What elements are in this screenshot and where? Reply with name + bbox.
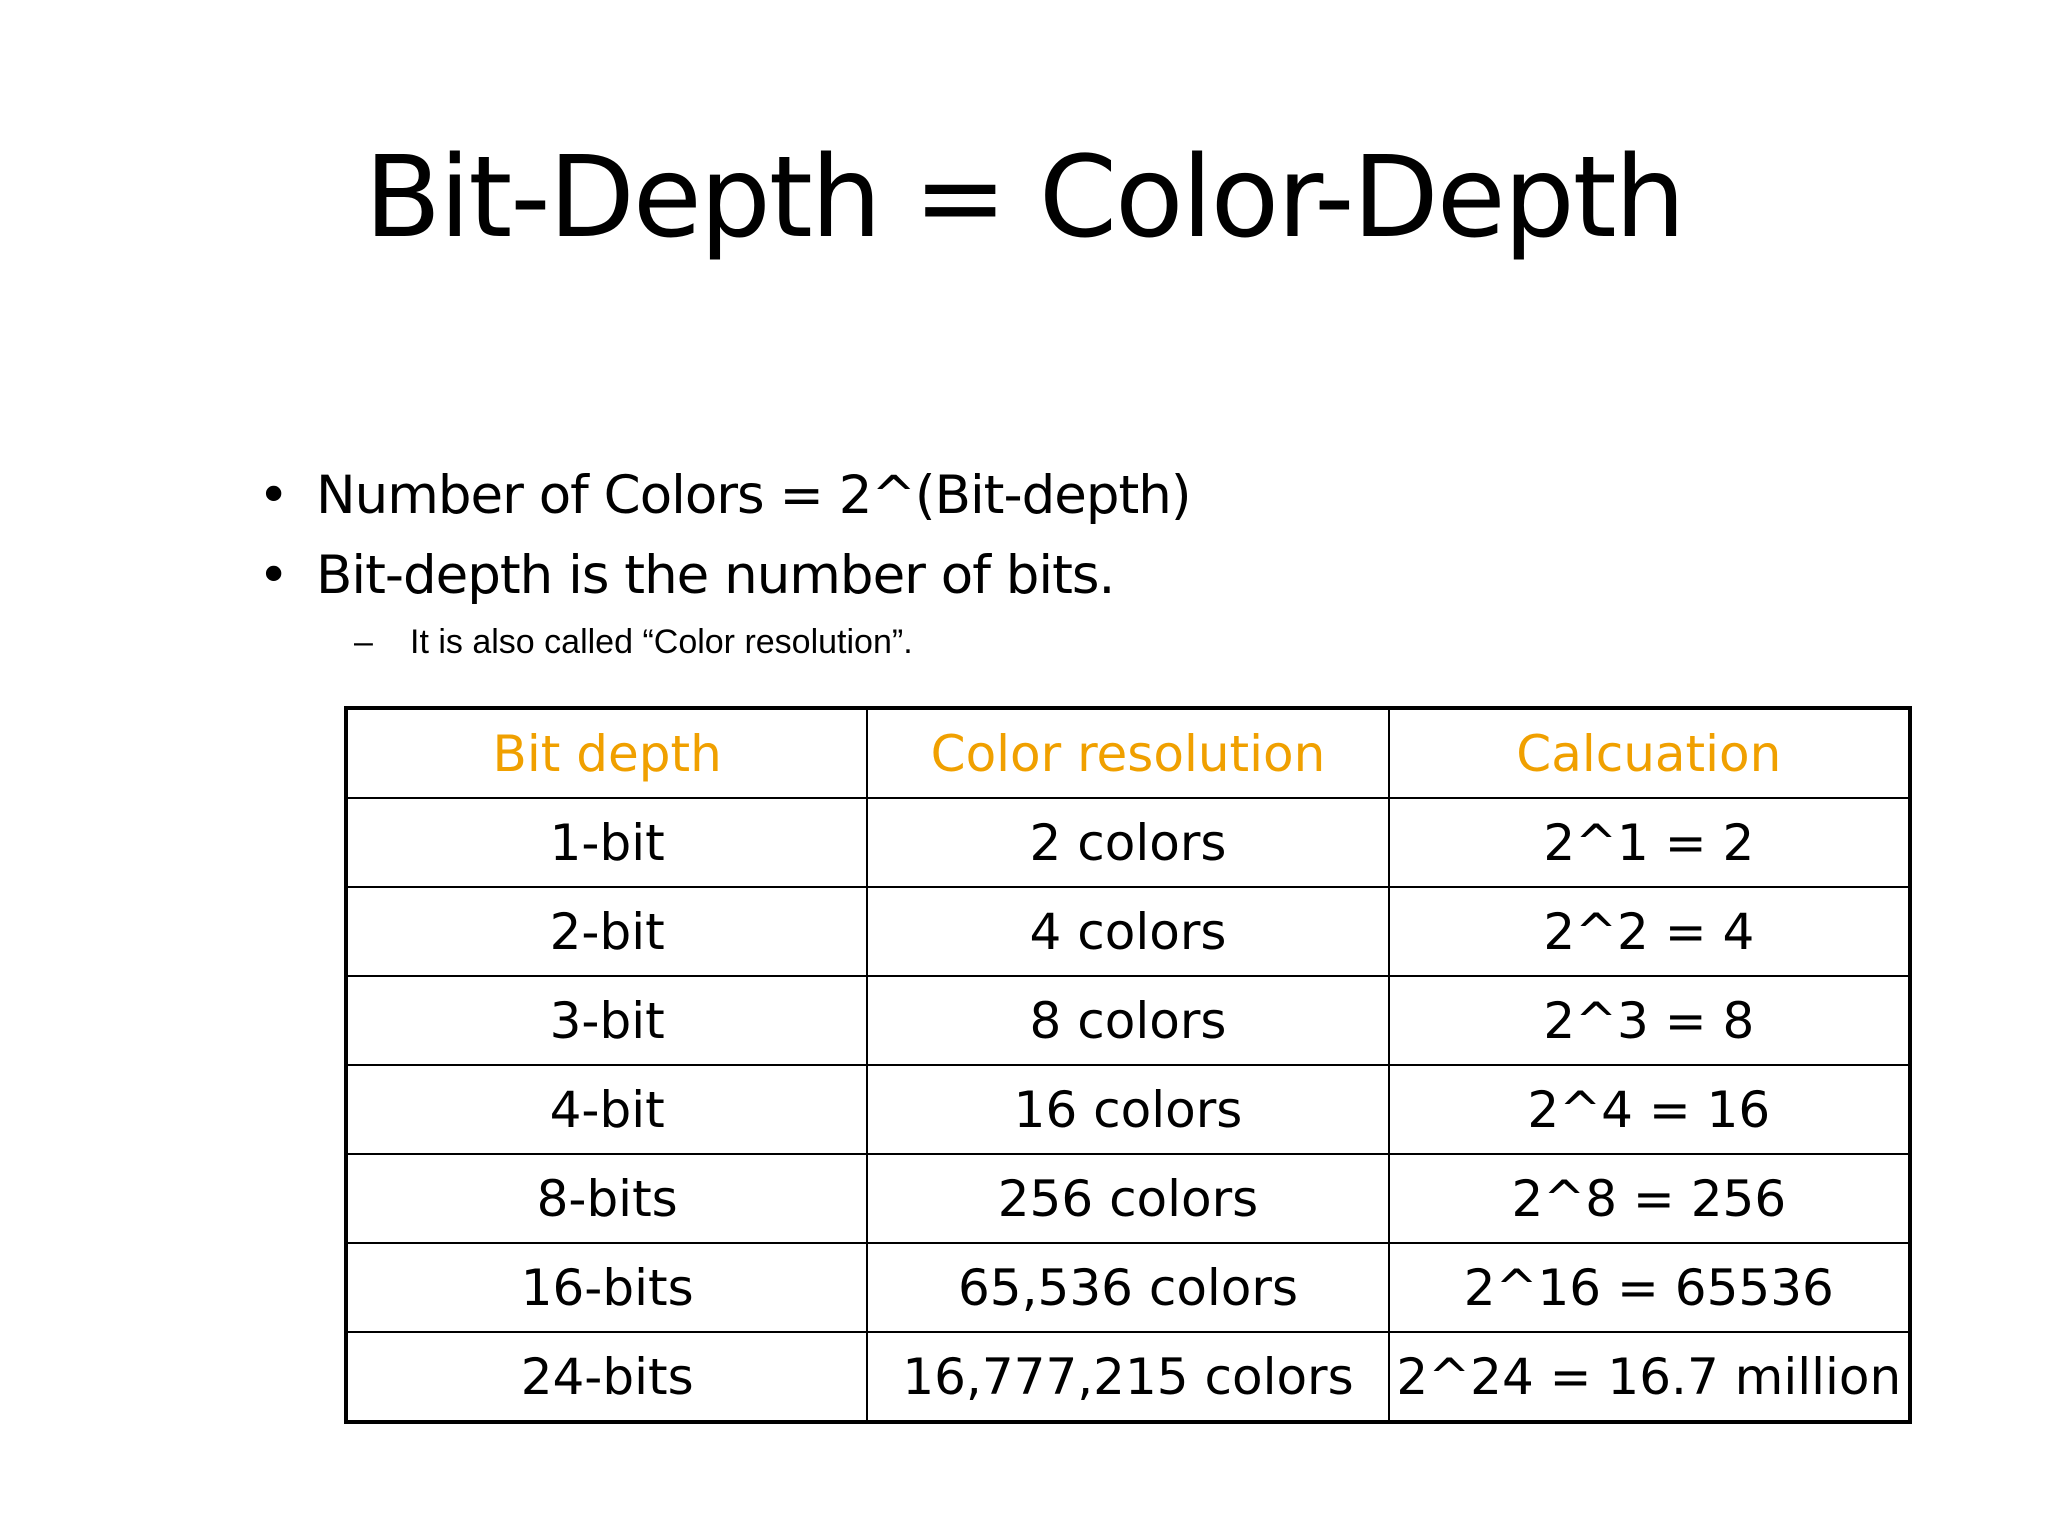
table-cell: 2^1 = 2: [1387, 797, 1912, 888]
table-cell: 16-bits: [344, 1242, 869, 1333]
table-row: 1-bit 2 colors 2^1 = 2: [344, 797, 1912, 888]
table-cell: 2^4 = 16: [1387, 1064, 1912, 1155]
bullet-dot-icon: •: [258, 465, 289, 526]
slide-title: Bit-Depth = Color-Depth: [364, 133, 1685, 263]
table-cell: 1-bit: [344, 797, 869, 888]
bit-depth-table: Bit depth Color resolution Calcuation 1-…: [344, 706, 1912, 1424]
table-cell: 65,536 colors: [866, 1242, 1390, 1333]
table-cell: 2^2 = 4: [1387, 886, 1912, 977]
sub-bullet-text: It is also called “Color resolution”.: [410, 623, 913, 661]
table-cell: 16 colors: [866, 1064, 1390, 1155]
column-header: Color resolution: [866, 707, 1390, 799]
table-container: Bit depth Color resolution Calcuation 1-…: [344, 706, 1912, 1424]
column-header: Calcuation: [1387, 707, 1912, 799]
table-row: 8-bits 256 colors 2^8 = 256: [344, 1153, 1912, 1244]
table-cell: 2^16 = 65536: [1387, 1242, 1912, 1333]
bullet-text: Bit-depth is the number of bits.: [316, 545, 1115, 606]
table-cell: 4 colors: [866, 886, 1390, 977]
table-cell: 16,777,215 colors: [866, 1331, 1390, 1423]
table-cell: 2^8 = 256: [1387, 1153, 1912, 1244]
table-row: 24-bits 16,777,215 colors 2^24 = 16.7 mi…: [344, 1331, 1912, 1423]
table-row: 4-bit 16 colors 2^4 = 16: [344, 1064, 1912, 1155]
table-row: 3-bit 8 colors 2^3 = 8: [344, 975, 1912, 1066]
table-cell: 3-bit: [344, 975, 869, 1066]
bullet-list: • Number of Colors = 2^(Bit-depth) • Bit…: [258, 456, 1858, 668]
bullet-text: Number of Colors = 2^(Bit-depth): [316, 465, 1192, 526]
table-cell: 8 colors: [866, 975, 1390, 1066]
table-cell: 2^3 = 8: [1387, 975, 1912, 1066]
table-cell: 8-bits: [344, 1153, 869, 1244]
table-cell: 4-bit: [344, 1064, 869, 1155]
table-row: 16-bits 65,536 colors 2^16 = 65536: [344, 1242, 1912, 1333]
table-cell: 2 colors: [866, 797, 1390, 888]
table-cell: 256 colors: [866, 1153, 1390, 1244]
bullet-item: • Number of Colors = 2^(Bit-depth): [258, 456, 1858, 536]
sub-bullet-item: – It is also called “Color resolution”.: [258, 616, 1858, 668]
table-cell: 24-bits: [344, 1331, 869, 1423]
table-header-row: Bit depth Color resolution Calcuation: [344, 707, 1912, 799]
bullet-item: • Bit-depth is the number of bits.: [258, 536, 1858, 616]
table-cell: 2-bit: [344, 886, 869, 977]
table-cell: 2^24 = 16.7 million: [1387, 1331, 1912, 1423]
bullet-dot-icon: •: [258, 545, 289, 606]
table-row: 2-bit 4 colors 2^2 = 4: [344, 886, 1912, 977]
dash-icon: –: [354, 623, 373, 661]
column-header: Bit depth: [344, 707, 869, 799]
